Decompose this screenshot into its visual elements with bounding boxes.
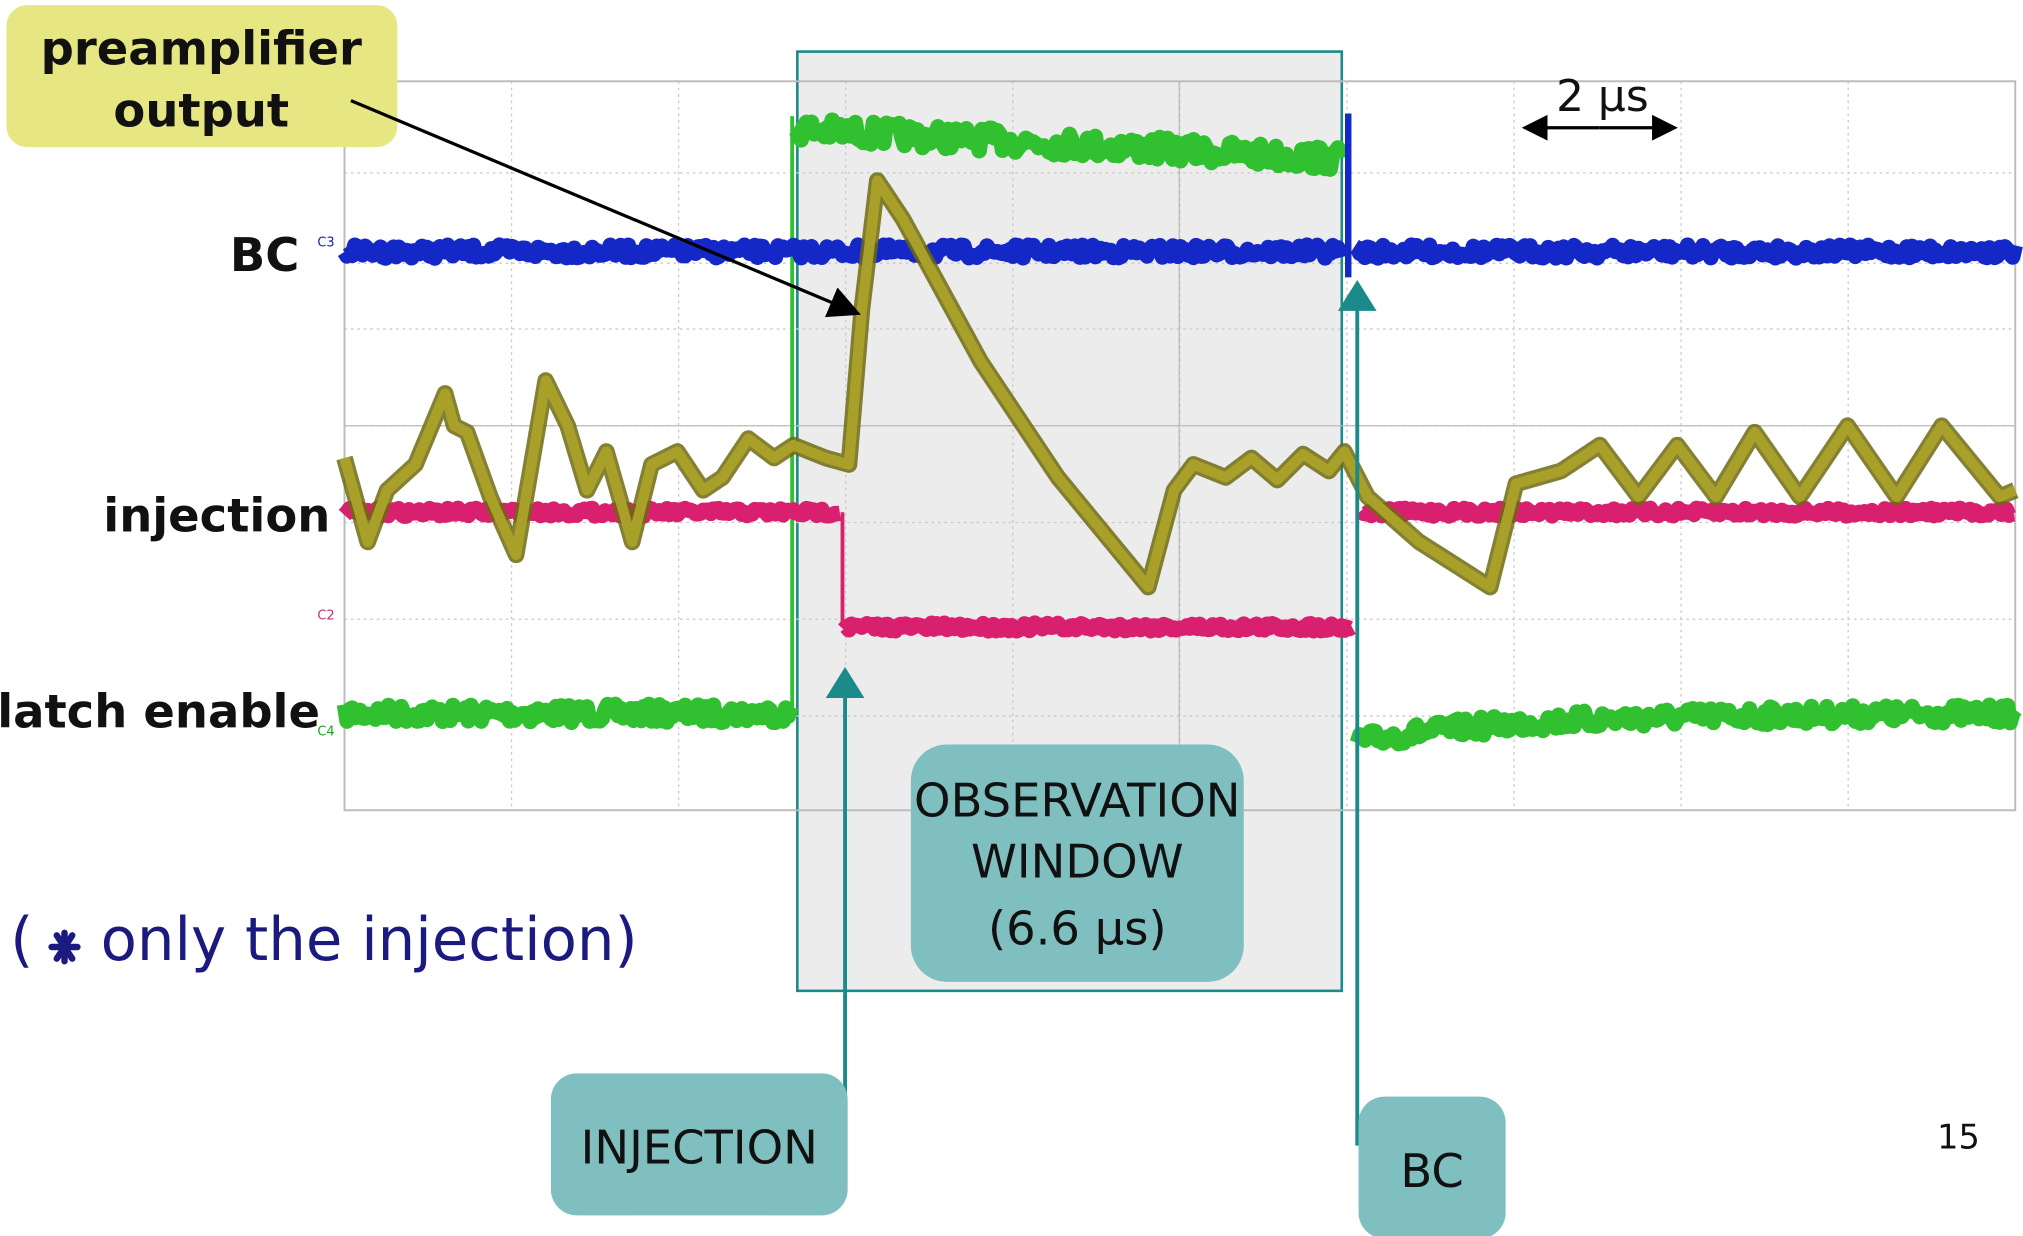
callout-text: OBSERVATION <box>914 774 1240 828</box>
slide: preamplifier output BC injection latch e… <box>0 0 2023 1236</box>
pointer-arrow <box>351 101 858 314</box>
callout-text: INJECTION <box>581 1121 818 1175</box>
trace <box>1361 508 2014 516</box>
page: preamplifier output BC injection latch e… <box>0 0 2023 1236</box>
callout-text: (6.6 μs) <box>988 901 1167 955</box>
channel-label: C2 <box>317 608 334 623</box>
callout-text: BC <box>1400 1144 1463 1198</box>
callout-text: WINDOW <box>971 834 1184 888</box>
note-paren: ( <box>10 905 33 974</box>
label: preamplifier <box>41 22 362 76</box>
trace <box>1357 705 2015 743</box>
label: output <box>113 83 289 137</box>
scale-label: 2 μs <box>1556 71 1649 122</box>
trace <box>844 623 1352 631</box>
trace <box>1355 245 2016 258</box>
trace <box>344 508 839 516</box>
channel-label: C3 <box>317 235 334 250</box>
label: injection <box>103 489 330 543</box>
trace <box>344 704 790 722</box>
label: BC <box>230 228 299 282</box>
trace <box>344 245 1340 258</box>
asterisk-icon <box>52 933 78 961</box>
page-number: 15 <box>1937 1117 1980 1156</box>
channel-label: C4 <box>317 724 334 739</box>
note: only the injection) <box>101 905 638 974</box>
label: latch enable <box>0 685 320 739</box>
